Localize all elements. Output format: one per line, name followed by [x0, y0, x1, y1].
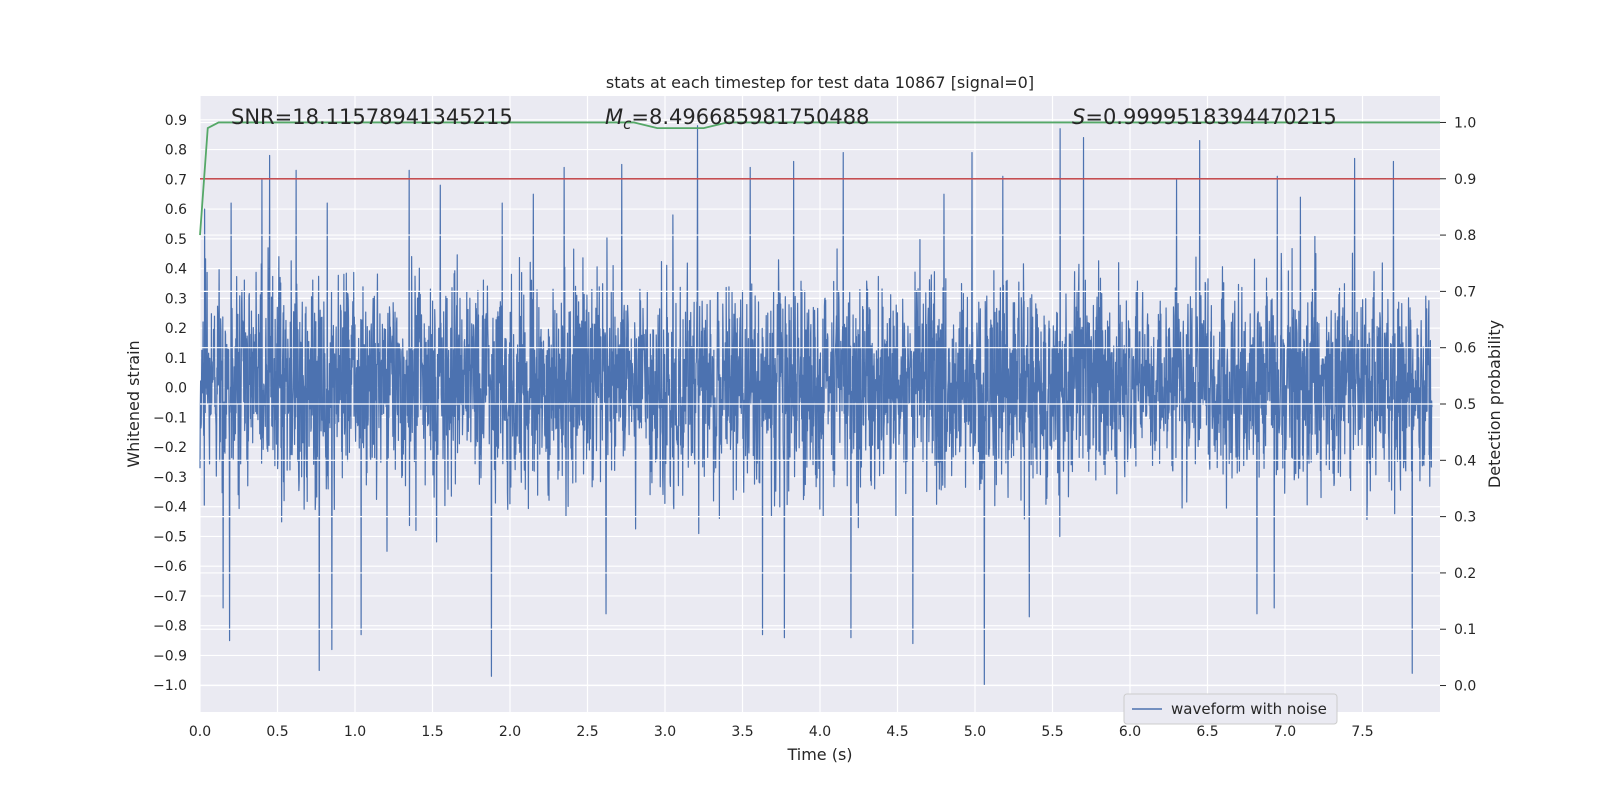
x-tick-label: 7.5 — [1351, 724, 1373, 740]
y-tick-label: −1.0 — [153, 678, 187, 694]
x-tick-label: 3.5 — [731, 724, 753, 740]
chirp-mass-value: =8.496685981750488 — [631, 105, 869, 129]
x-tick-label: 7.0 — [1274, 724, 1296, 740]
y2-tick-label: 0.3 — [1454, 510, 1476, 526]
y2-tick-label: 0.4 — [1454, 453, 1476, 469]
x-tick-label: 1.5 — [421, 724, 443, 740]
chart-title: stats at each timestep for test data 108… — [606, 73, 1034, 92]
y-tick-label: −0.8 — [153, 619, 187, 635]
y2-tick-label: 0.0 — [1454, 679, 1476, 695]
y-tick-label: −0.9 — [153, 648, 187, 664]
y-tick-label: −0.2 — [153, 440, 187, 456]
legend-label: waveform with noise — [1171, 700, 1327, 718]
chirp-mass-symbol: M — [605, 105, 623, 129]
chirp-mass-subscript: c — [623, 115, 632, 133]
y-tick-label: −0.4 — [153, 500, 187, 516]
y-tick-label: −0.5 — [153, 529, 187, 545]
y2-tick-label: 0.8 — [1454, 228, 1476, 244]
y2-tick-label: 0.2 — [1454, 566, 1476, 582]
y-tick-label: 0.9 — [165, 113, 187, 129]
x-tick-label: 0.5 — [266, 724, 288, 740]
x-tick-label: 6.5 — [1196, 724, 1218, 740]
y-axis-label: Whitened strain — [124, 340, 143, 467]
y-tick-label: −0.3 — [153, 470, 187, 486]
spin-value: =0.9999518394470215 — [1085, 105, 1336, 129]
x-tick-label: 0.0 — [189, 724, 211, 740]
y-tick-label: −0.6 — [153, 559, 187, 575]
y2-tick-label: 0.1 — [1454, 622, 1476, 638]
detection-probability-series — [199, 121, 1440, 236]
y-tick-label: 0.2 — [165, 321, 187, 337]
x-ticks: 0.0 0.5 1.0 1.5 2.0 2.5 3.0 3.5 4.0 4.5 5.0 5.5 6.0 6… — [189, 724, 1374, 740]
y2-tick-label: 0.6 — [1454, 341, 1476, 357]
y2-ticks: 1.0 0.9 0.8 0.7 0.6 0.5 0.4 0.3 0.2 0.1 0.0 — [1440, 115, 1476, 695]
x-tick-label: 2.0 — [499, 724, 521, 740]
x-tick-label: 1.0 — [344, 724, 366, 740]
x-tick-label: 3.0 — [654, 724, 676, 740]
x-axis-label: Time (s) — [786, 745, 852, 764]
waveform-series — [199, 125, 1433, 686]
x-tick-label: 5.5 — [1041, 724, 1063, 740]
y2-tick-label: 0.5 — [1454, 397, 1476, 413]
y2-tick-label: 0.9 — [1454, 172, 1476, 188]
y-tick-label: −0.7 — [153, 589, 187, 605]
y-tick-label: 0.8 — [165, 143, 187, 159]
x-tick-label: 2.5 — [576, 724, 598, 740]
legend-box — [1123, 693, 1338, 725]
x-tick-label: 4.0 — [809, 724, 831, 740]
legend: waveform with noise — [1123, 693, 1338, 725]
y-tick-label: 0.1 — [165, 351, 187, 367]
y2-axis-label: Detection probability — [1485, 320, 1504, 488]
y-tick-label: 0.0 — [165, 381, 187, 397]
spin-annotation: S=0.9999518394470215 — [1072, 105, 1337, 129]
y2-tick-label: 1.0 — [1454, 115, 1476, 131]
snr-annotation: SNR=18.11578941345215 — [231, 105, 513, 129]
y-tick-label: 0.5 — [165, 232, 187, 248]
y-tick-label: −0.1 — [153, 410, 187, 426]
y-tick-label: 0.6 — [165, 202, 187, 218]
y-tick-label: 0.3 — [165, 291, 187, 307]
spin-symbol: S — [1072, 105, 1085, 129]
x-tick-label: 6.0 — [1119, 724, 1141, 740]
chirp-mass-annotation: Mc=8.496685981750488 — [605, 105, 869, 133]
y2-tick-label: 0.7 — [1454, 284, 1476, 300]
y-tick-label: 0.7 — [165, 172, 187, 188]
y-tick-label: 0.4 — [165, 262, 187, 278]
x-tick-label: 5.0 — [964, 724, 986, 740]
y-ticks: 0.9 0.8 0.7 0.6 0.5 0.4 0.3 0.2 0.1 0.0 −0.1 −0.2 −0… — [153, 113, 187, 694]
x-tick-label: 4.5 — [886, 724, 908, 740]
